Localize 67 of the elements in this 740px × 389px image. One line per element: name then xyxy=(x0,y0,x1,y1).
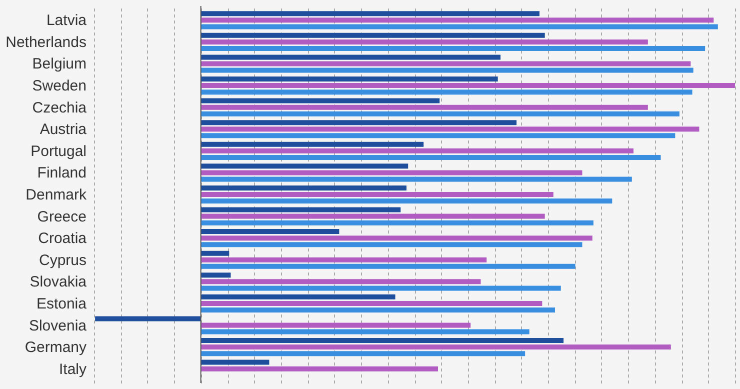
y-tick-label: Portugal xyxy=(30,142,86,160)
bar xyxy=(200,264,576,269)
bar xyxy=(200,198,612,204)
bar xyxy=(200,133,676,138)
y-tick-label: Sweden xyxy=(32,78,86,95)
bar xyxy=(200,126,700,132)
bar xyxy=(200,32,545,38)
bar xyxy=(200,83,735,88)
bar xyxy=(200,90,692,95)
y-tick-label: Slovakia xyxy=(30,274,88,291)
bar xyxy=(200,220,594,226)
bar xyxy=(200,111,680,116)
bar xyxy=(200,207,401,212)
bar xyxy=(200,76,498,82)
y-tick-label: Croatia xyxy=(38,230,88,248)
bar xyxy=(200,250,230,256)
bar xyxy=(200,154,661,160)
bar xyxy=(200,185,406,190)
y-tick-label: Netherlands xyxy=(6,34,86,51)
y-tick-label: Slovenia xyxy=(28,317,88,334)
bar xyxy=(200,192,554,197)
bar xyxy=(95,316,201,322)
y-tick-label: Finland xyxy=(37,164,86,182)
y-tick-label: Austria xyxy=(40,121,88,138)
bar xyxy=(200,148,634,154)
bar xyxy=(200,236,592,241)
y-tick-label: Latvia xyxy=(46,12,88,30)
bar xyxy=(200,360,270,365)
bar xyxy=(200,242,582,248)
bar xyxy=(200,214,545,219)
y-tick-label: Estonia xyxy=(36,295,88,312)
y-tick-label: Belgium xyxy=(32,56,86,73)
bar xyxy=(200,329,530,334)
bar xyxy=(200,322,471,328)
bar xyxy=(200,279,481,284)
bar xyxy=(200,68,694,73)
y-tick-label: Italy xyxy=(58,360,87,378)
y-tick-label: Greece xyxy=(37,208,86,226)
bar xyxy=(200,286,561,291)
bar xyxy=(200,176,632,182)
y-tick-label: Czechia xyxy=(32,99,88,116)
bar xyxy=(200,351,526,356)
y-tick-label: Cyprus xyxy=(38,252,86,269)
bar xyxy=(200,61,691,66)
y-tick-label: Denmark xyxy=(26,186,87,204)
bar xyxy=(200,170,582,176)
bar xyxy=(200,257,487,262)
bar xyxy=(200,98,440,104)
bar xyxy=(200,24,718,30)
y-tick-label: Germany xyxy=(24,339,87,356)
bar xyxy=(200,307,555,312)
bar xyxy=(200,338,564,344)
bar xyxy=(200,11,540,16)
bar xyxy=(200,142,424,147)
bar xyxy=(200,54,500,60)
bar xyxy=(200,18,714,23)
bar xyxy=(200,164,408,169)
bar xyxy=(200,272,231,278)
bar xyxy=(200,229,340,234)
bar xyxy=(200,300,542,306)
bar xyxy=(200,46,706,51)
bar xyxy=(200,39,648,44)
bar xyxy=(200,366,438,372)
bar xyxy=(200,294,396,300)
bar xyxy=(200,120,517,126)
bar xyxy=(200,344,671,350)
bar xyxy=(200,104,648,110)
